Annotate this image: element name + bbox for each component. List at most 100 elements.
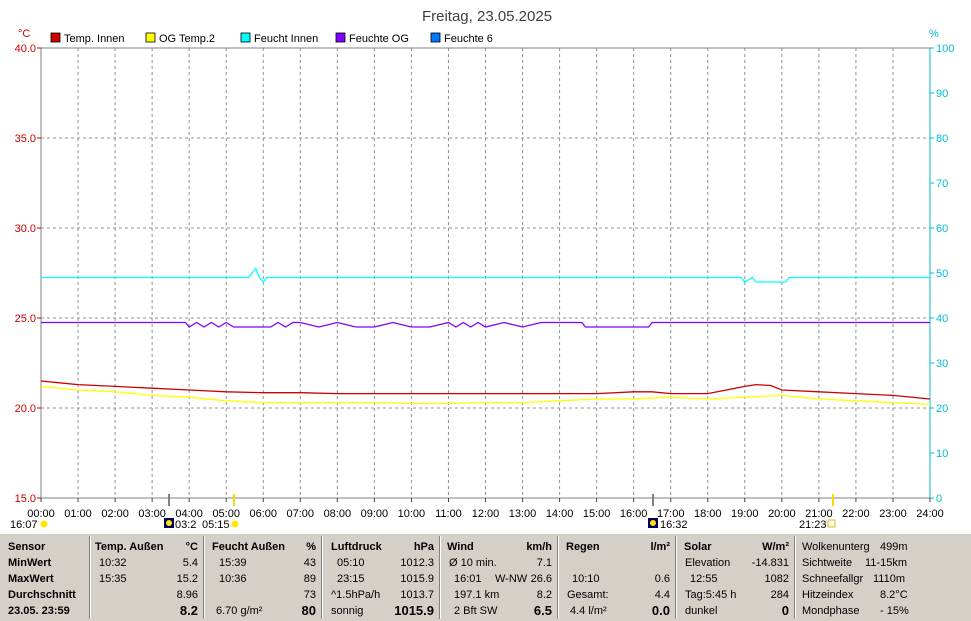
pressure-header: Luftdruck: [331, 541, 382, 553]
pressure-avg-value: 1013.7: [400, 589, 434, 601]
temp-header: Temp. Außen: [95, 541, 164, 553]
sun-icon: [40, 520, 48, 528]
wind-max-time: 16:01: [454, 573, 482, 585]
heat-index-label: Hitzeindex: [802, 589, 854, 601]
wind-avg-label: Ø 10 min.: [449, 557, 497, 569]
legend-label: Feuchte OG: [349, 33, 409, 45]
sensor-header: Sensor: [8, 541, 46, 553]
right-tick-label: 50: [936, 268, 948, 280]
left-tick-label: 15.0: [15, 493, 36, 505]
right-tick-label: 80: [936, 133, 948, 145]
right-tick-label: 20: [936, 403, 948, 415]
rain-unit: l/m²: [650, 541, 670, 553]
left-tick-label: 40.0: [15, 43, 36, 55]
humidity-unit: %: [306, 541, 316, 553]
temp-current-value: 8.2: [179, 603, 198, 618]
legend-swatch: [335, 32, 346, 43]
rain-current-value: 0.0: [651, 603, 670, 618]
legend-swatch: [145, 32, 156, 43]
noon-marker: [233, 494, 235, 506]
pressure-column: Luftdruck hPa 05:10 1012.3 23:15 1015.9 ^1…: [323, 534, 440, 621]
moon-marker: [832, 494, 834, 506]
left-y-axis: 15.0 20.0 25.0 30.0 35.0 40.0: [15, 43, 41, 505]
pressure-current-value: 1015.9: [394, 603, 434, 618]
temp-max-value: 15.2: [176, 573, 198, 585]
moon-icon: [827, 519, 836, 528]
series-line: [41, 321, 930, 328]
wind-header: Wind: [447, 541, 474, 553]
right-tick-label: 30: [936, 358, 948, 370]
wind-unit: km/h: [526, 541, 552, 553]
x-tick-label: 10:00: [398, 508, 426, 520]
temp-column: Temp. Außen °C 10:32 5.4 15:35 15.2 8.96 8…: [91, 534, 204, 621]
x-tick-label: 19:00: [731, 508, 759, 520]
temp-min-value: 5.4: [182, 557, 198, 569]
humidity-max-time: 10:36: [219, 573, 247, 585]
visibility-value: 11-15km: [865, 557, 907, 569]
humidity-current-value: 80: [301, 603, 316, 618]
sunset-time-label: 16:32: [660, 519, 688, 531]
x-tick-label: 02:00: [101, 508, 129, 520]
rain-day-total: 4.4 l/m²: [570, 605, 607, 617]
visibility-label: Sichtweite: [802, 557, 853, 569]
moon-time-label: 21:23: [799, 519, 827, 531]
row-label-avg: Durchschnitt: [8, 589, 76, 601]
sunrise-marker: [168, 494, 170, 506]
x-tick-label: 05:00: [212, 508, 240, 520]
solar-unit: W/m²: [762, 541, 789, 553]
extra-column: Wolkenunterg 499m Sichtweite 11-15km Schne…: [796, 534, 971, 621]
series-line: [41, 267, 930, 284]
wind-column: Wind km/h Ø 10 min. 7.1 16:01 W-NW 26.6 197…: [441, 534, 558, 621]
moon-phase-label: Mondphase: [802, 605, 860, 617]
left-axis-unit: °C: [18, 28, 30, 40]
snowline-value: 1110m: [873, 573, 906, 585]
right-tick-label: 60: [936, 223, 948, 235]
absolute-humidity: 6.70 g/m²: [216, 605, 263, 617]
solar-header: Solar: [684, 541, 712, 553]
pressure-max-value: 1015.9: [400, 573, 434, 585]
humidity-column: Feucht Außen % 15:39 43 10:36 89 73 6.70 g…: [205, 534, 322, 621]
chart-title: Freitag, 23.05.2025: [422, 8, 552, 25]
right-tick-label: 90: [936, 88, 948, 100]
right-tick-label: 10: [936, 448, 948, 460]
right-tick-label: 40: [936, 313, 948, 325]
sun-time-label: 05:15: [202, 519, 230, 531]
solar-current-value: 0: [781, 603, 789, 618]
solar-max-time: 12:55: [690, 573, 718, 585]
x-tick-label: 17:00: [657, 508, 685, 520]
left-tick-label: 35.0: [15, 133, 36, 145]
right-y-axis: 0 10 20 30 40 50 60 70 80 90 100: [929, 43, 954, 505]
legend-label: OG Temp.2: [159, 33, 215, 45]
snowline-label: Schneefallgr: [802, 573, 864, 585]
pressure-unit: hPa: [413, 541, 434, 553]
wind-average: 8.2: [536, 589, 552, 601]
x-tick-label: 11:00: [435, 508, 462, 520]
x-tick-label: 12:00: [472, 508, 500, 520]
rain-total-label: Gesamt:: [567, 589, 609, 601]
solar-column: Solar W/m² Elevation -14.831 12:55 1082 Ta…: [677, 534, 795, 621]
humidity-avg-value: 73: [303, 589, 316, 601]
x-tick-label: 23:00: [879, 508, 907, 520]
solar-day-length: Tag:5:45 h: [685, 589, 737, 601]
legend-label: Feucht Innen: [254, 33, 318, 45]
solar-elevation-label: Elevation: [685, 557, 731, 569]
x-tick-label: 22:00: [842, 508, 870, 520]
solar-avg-value: 284: [770, 589, 789, 601]
solar-max-value: 1082: [764, 573, 789, 585]
legend-swatch: [50, 32, 61, 43]
solar-elevation-value: -14.831: [751, 557, 789, 569]
x-tick-label: 08:00: [324, 508, 352, 520]
rain-total-value: 4.4: [654, 589, 670, 601]
temp-max-time: 15:35: [99, 573, 127, 585]
legend-label: Temp. Innen: [64, 33, 125, 45]
right-tick-label: 70: [936, 178, 948, 190]
pressure-max-time: 23:15: [337, 573, 365, 585]
cloud-base-label: Wolkenunterg: [802, 541, 870, 553]
rain-header: Regen: [566, 541, 600, 553]
grid: [41, 48, 930, 498]
solar-state: dunkel: [685, 605, 718, 617]
chart-area: Freitag, 23.05.2025 °C % Temp. Innen OG T…: [10, 8, 954, 531]
wind-current-value: 6.5: [533, 603, 552, 618]
sunrise-icon: [164, 518, 174, 528]
sunrise-time-label: 03:2: [175, 519, 196, 531]
